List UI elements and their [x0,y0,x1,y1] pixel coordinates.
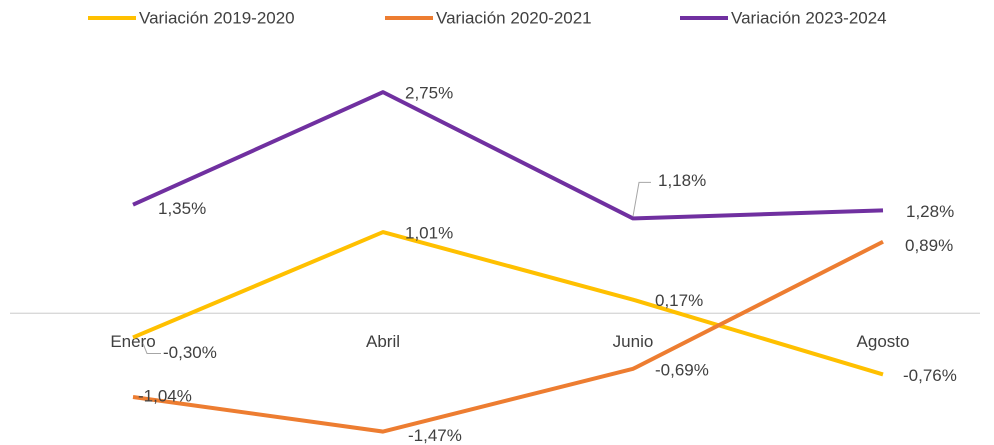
data-label: 1,18% [658,171,706,190]
data-label: -1,47% [408,426,462,445]
legend-label: Variación 2023-2024 [731,8,887,27]
data-label: -1,04% [138,386,192,405]
series-line [132,230,884,377]
legend-label: Variación 2019-2020 [139,8,295,27]
data-label: 1,35% [158,199,206,218]
data-label: 1,28% [906,202,954,221]
data-label: -0,69% [655,360,709,379]
x-tick-label: Enero [110,332,155,351]
legend-label: Variación 2020-2021 [436,8,592,27]
data-label: 1,01% [405,224,453,243]
data-label: 2,75% [405,84,453,103]
data-label: 0,89% [905,236,953,255]
data-label: 0,17% [655,291,703,310]
x-tick-label: Agosto [857,332,910,351]
series-line [132,239,884,434]
series-line [132,90,884,221]
data-label: -0,76% [903,366,957,385]
x-tick-label: Junio [613,332,654,351]
leader-line [632,181,651,217]
data-label: -0,30% [163,343,217,362]
leader-line [142,343,161,354]
x-tick-label: Abril [366,332,400,351]
